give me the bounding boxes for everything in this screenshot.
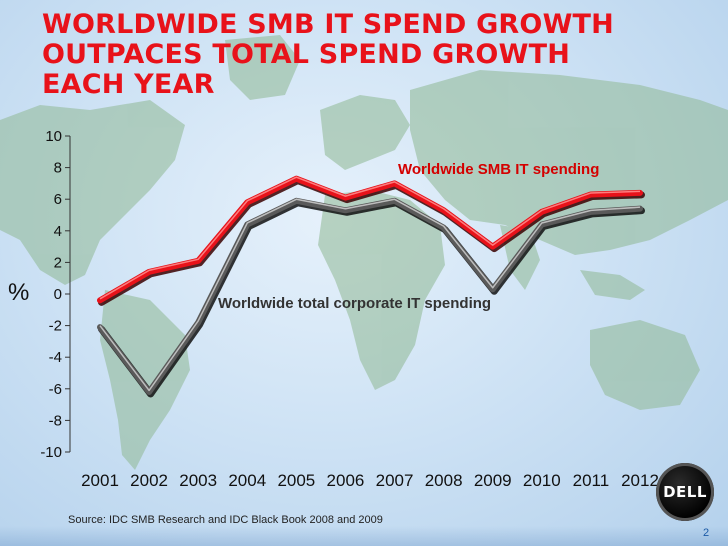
y-tick-label: 8 [54, 160, 62, 177]
y-tick-label: 2 [54, 254, 62, 271]
series-highlight [99, 198, 641, 392]
series-highlight [99, 176, 641, 300]
source-note: Source: IDC SMB Research and IDC Black B… [68, 514, 383, 526]
y-tick-label: -8 [49, 412, 62, 429]
x-tick-label: 2010 [523, 471, 561, 490]
series-line-smb [97, 175, 643, 304]
footer-bar [0, 526, 728, 546]
x-tick-label: 2007 [376, 471, 414, 490]
slide-title: WORLDWIDE SMB IT SPEND GROWTH OUTPACES T… [42, 10, 662, 100]
x-tick-label: 2004 [228, 471, 266, 490]
x-tick-label: 2006 [327, 471, 365, 490]
title-line-3: EACH YEAR [42, 69, 215, 100]
y-tick-label: -2 [49, 318, 62, 335]
x-tick-label: 2011 [573, 471, 610, 490]
x-tick-label: 2012 [621, 471, 659, 490]
x-tick-label: 2002 [130, 471, 168, 490]
x-tick-label: 2005 [277, 471, 315, 490]
x-tick-label: 2008 [425, 471, 463, 490]
y-tick-label: -4 [49, 349, 62, 366]
y-tick-label: 10 [45, 128, 62, 145]
series-line-total [97, 197, 643, 395]
y-tick-label: 0 [54, 286, 62, 303]
y-tick-label: 4 [54, 223, 62, 240]
title-line-2: OUTPACES TOTAL SPEND GROWTH [42, 39, 570, 70]
x-tick-label: 2009 [474, 471, 512, 490]
title-line-1: WORLDWIDE SMB IT SPEND GROWTH [42, 9, 614, 40]
x-tick-label: 2003 [179, 471, 217, 490]
dell-logo: DELL [656, 463, 714, 521]
series-label-smb: Worldwide SMB IT spending [398, 161, 599, 178]
x-tick-label: 2001 [81, 471, 119, 490]
y-tick-label: -10 [40, 444, 62, 461]
y-tick-label: 6 [54, 191, 62, 208]
y-axis-label: % [8, 279, 30, 306]
series-shadow [98, 177, 645, 306]
series-label-total: Worldwide total corporate IT spending [218, 295, 491, 312]
page-number: 2 [703, 527, 710, 539]
y-tick-label: -6 [49, 381, 62, 398]
